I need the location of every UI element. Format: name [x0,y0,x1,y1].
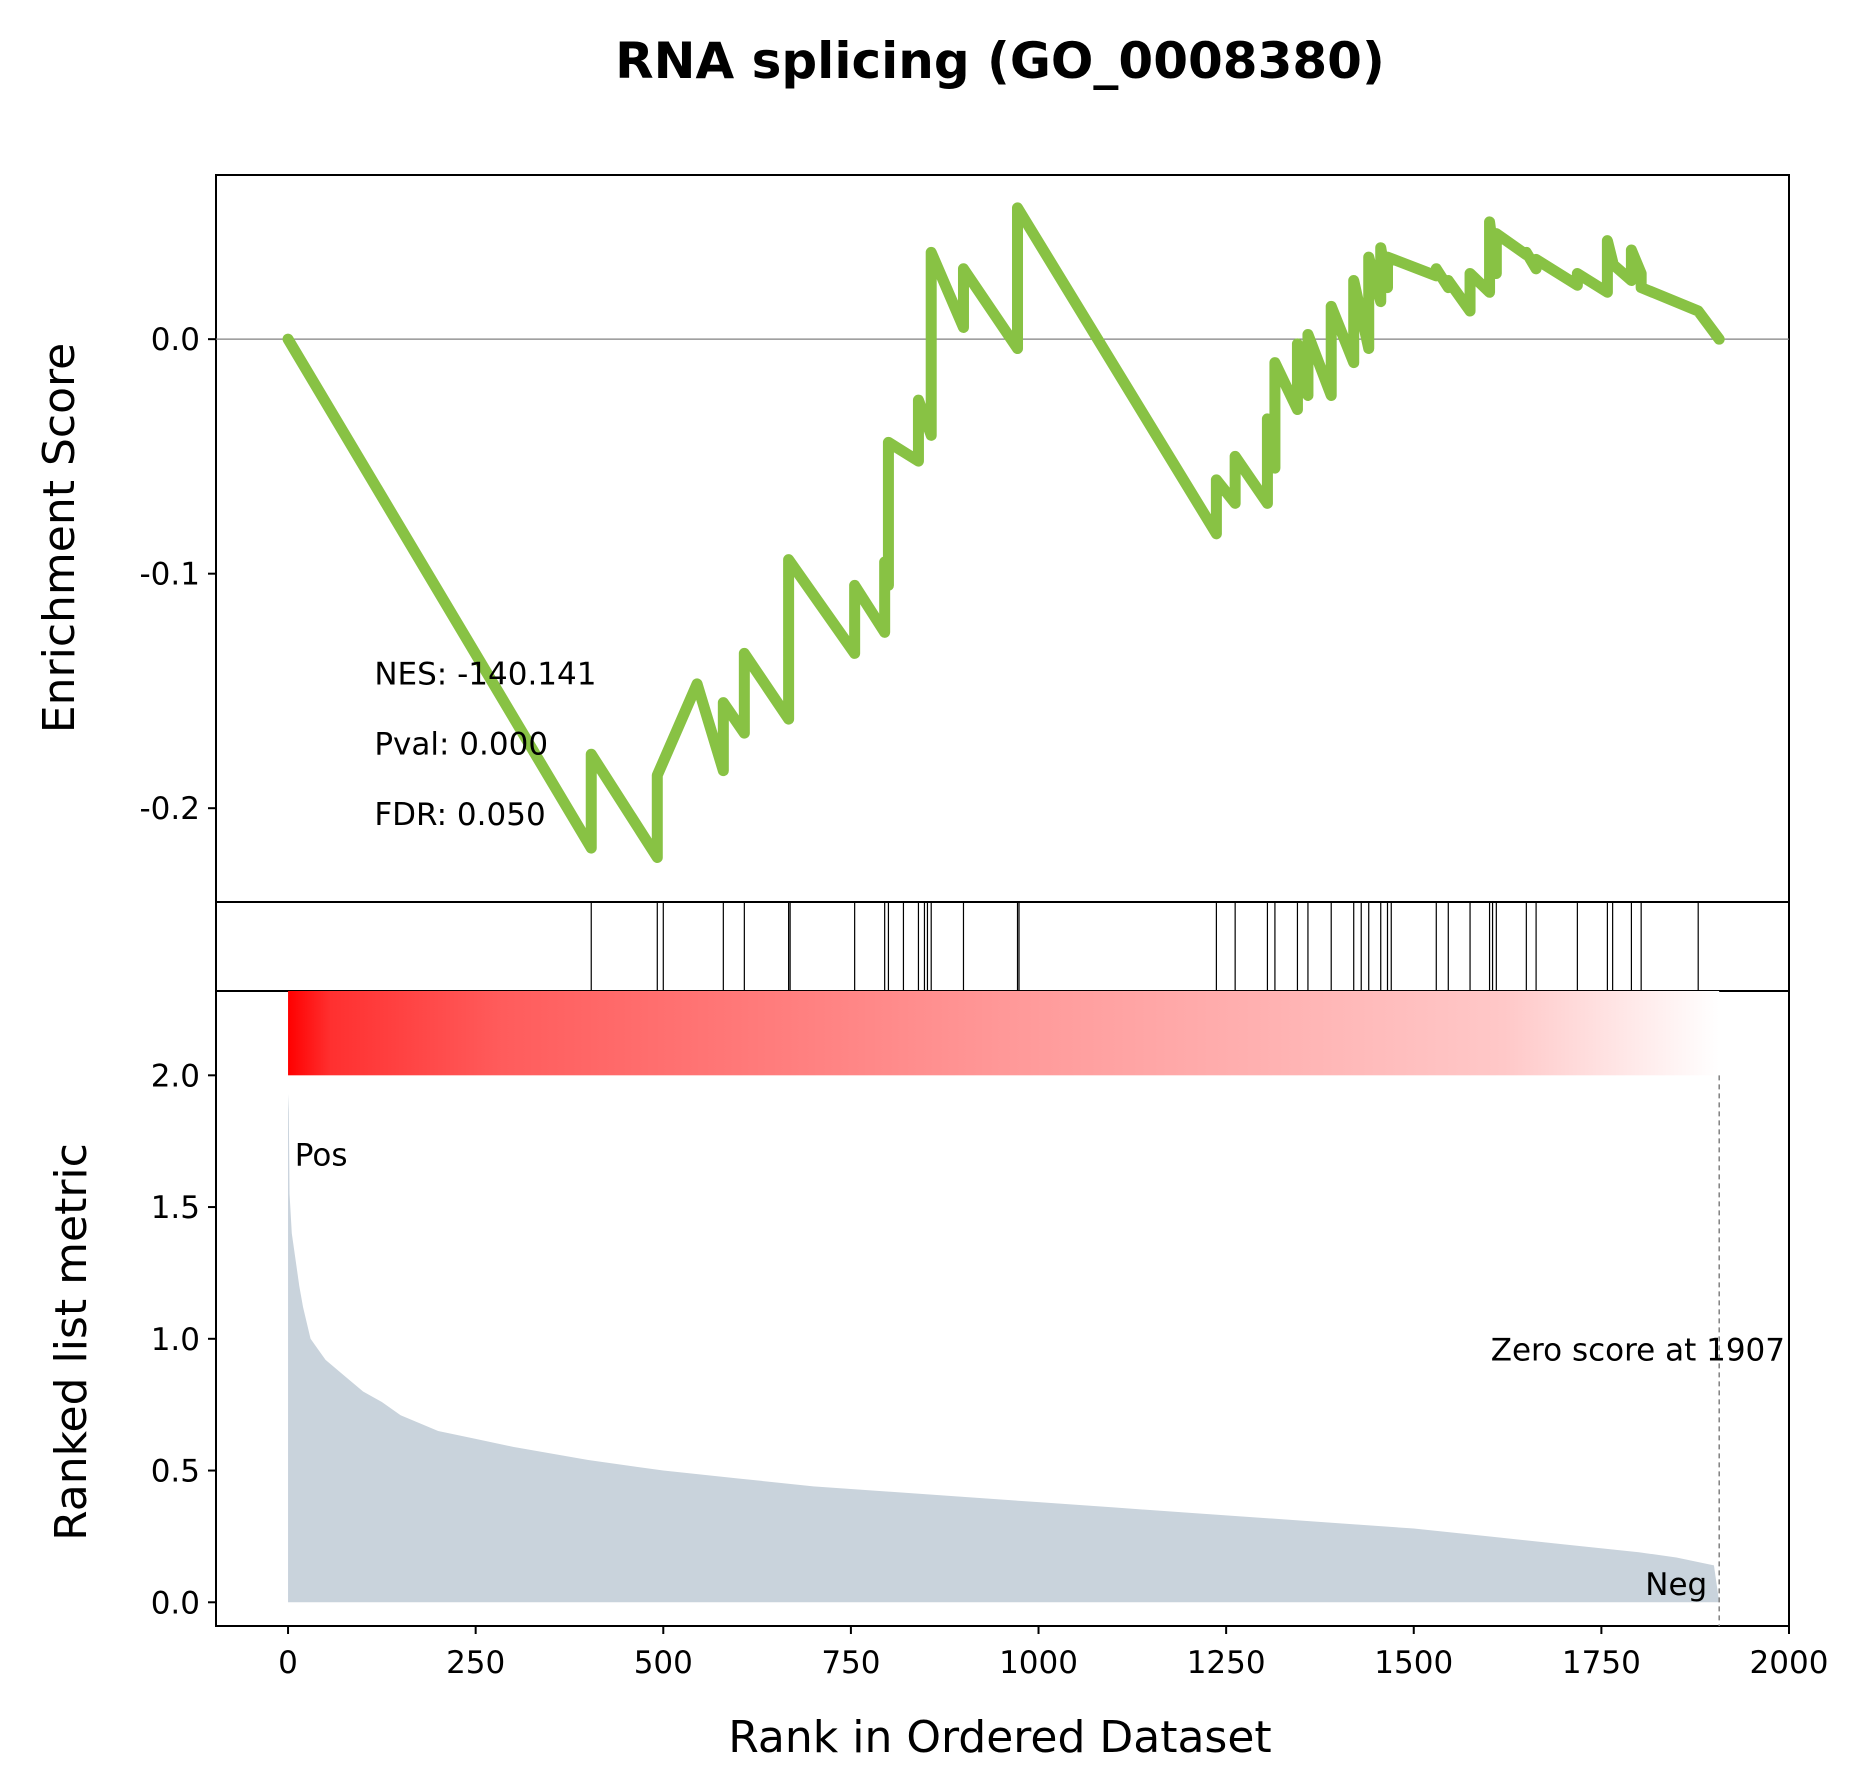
x-tick-label: 250 [446,1645,505,1681]
x-tick-label: 1750 [1562,1645,1641,1681]
rank-y-ticks: 0.0 0.5 1.0 1.5 2.0 [151,1058,216,1621]
x-axis-ticks: 0 250 500 750 1000 1250 1500 1750 2000 [278,1626,1828,1681]
stat-label: Pval: 0.000 [374,727,548,763]
enrichment-panel-frame [215,174,1790,903]
enrichment-stats: NES: -140.141 Pval: 0.000 FDR: 0.050 [374,656,596,833]
zero-score-label: Zero score at 1907 [1491,1332,1785,1368]
x-tick-label: 500 [634,1645,693,1681]
pos-label: Pos [295,1137,348,1173]
rank-tick-label: 1.5 [151,1190,200,1226]
rank-heatmap-bar [288,991,1720,1076]
enrichment-y-ticks: 0.0 -0.1 -0.2 [140,322,216,827]
es-tick-label: -0.1 [140,557,201,593]
stat-label: NES: -140.141 [374,656,596,692]
enrichment-y-axis-label: Enrichment Score [34,343,85,733]
es-tick-label: -0.2 [140,791,201,827]
ranked-metric-area [288,1093,1720,1603]
es-tick-label: 0.0 [151,322,200,358]
rank-y-axis-label: Ranked list metric [46,1143,97,1541]
hits-panel-frame [215,901,1790,992]
gene-hit-marks [590,902,1699,991]
x-tick-label: 1000 [999,1645,1078,1681]
x-tick-label: 750 [821,1645,880,1681]
x-tick-label: 0 [278,1645,298,1681]
x-tick-label: 1500 [1374,1645,1453,1681]
x-tick-label: 2000 [1750,1645,1829,1681]
x-axis-label: Rank in Ordered Dataset [728,1712,1271,1763]
x-tick-label: 1250 [1187,1645,1266,1681]
stat-label: FDR: 0.050 [374,797,545,833]
rank-tick-label: 0.0 [151,1585,200,1621]
enrichment-score-line [282,202,1725,863]
chart-title: RNA splicing (GO_0008380) [615,32,1385,90]
rank-tick-label: 0.5 [151,1454,200,1490]
rank-tick-label: 2.0 [151,1058,200,1094]
rank-tick-label: 1.0 [151,1322,200,1358]
neg-label: Neg [1645,1567,1707,1603]
